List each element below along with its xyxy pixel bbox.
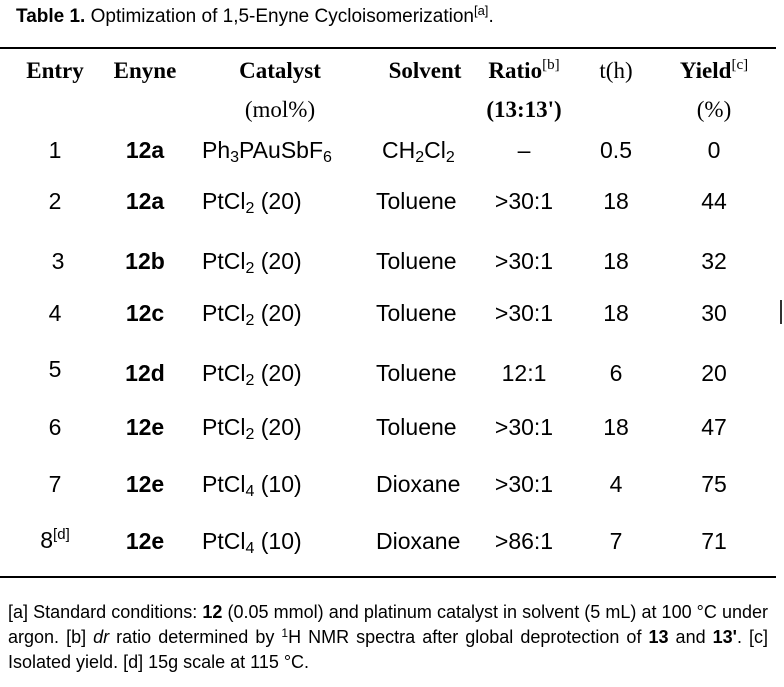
time-cell: 18 [603,188,629,214]
edge-mark [780,300,782,324]
enyne-cell: 12e [125,414,165,440]
entry-cell: 7 [48,471,62,497]
entry-cell: 8[d] [40,527,69,554]
ratio-cell: >30:1 [494,414,554,440]
header-ratio: Ratio[b] [488,58,559,84]
header-yield-mark: [c] [731,57,749,73]
footnote-term: dr [93,627,110,647]
header-ratio-label: Ratio [488,58,543,83]
catalyst-cell: PtCl4 (10) [202,528,302,557]
catalyst-loading: (20) [260,414,302,440]
footnote-compound: 13' [712,627,737,647]
yield-cell: 75 [701,471,727,497]
header-enyne: Enyne [113,58,177,83]
footnote-compound: 12 [202,602,223,622]
enyne-cell: 12b [125,248,165,274]
entry-cell: 6 [48,414,62,440]
yield-cell: 44 [701,188,727,214]
time-cell: 7 [609,528,623,554]
time-cell: 18 [603,300,629,326]
header-yield-unit: (%) [696,97,732,122]
entry-number: 8 [40,527,54,553]
ratio-cell: >30:1 [494,188,554,214]
header-yield: Yield[c] [680,58,748,84]
header-catalyst: Catalyst [239,58,321,83]
caption-footnote-mark: [a] [473,3,489,18]
header-ratio-mark: [b] [542,57,560,73]
catalyst-cell: PtCl2 (20) [202,300,302,329]
catalyst-loading: (20) [260,248,302,274]
top-rule [0,47,776,49]
catalyst-loading: (10) [260,528,302,554]
yield-cell: 0 [707,137,721,163]
enyne-cell: 12d [125,360,165,386]
solvent-cell: Dioxane [376,528,461,554]
bottom-rule [0,576,776,578]
time-cell: 18 [603,414,629,440]
yield-cell: 30 [701,300,727,326]
footnote-text: (0.05 mmol) and platinum catalyst in sol… [8,602,768,647]
enyne-cell: 12a [125,188,165,214]
ratio-cell: >30:1 [494,300,554,326]
catalyst-cell: PtCl2 (20) [202,248,302,277]
table-label: Table 1. [16,6,86,27]
entry-footnote-mark: [d] [53,526,70,543]
table-caption: Table 1. Optimization of 1,5-Enyne Cyclo… [16,3,494,28]
yield-cell: 20 [701,360,727,386]
yield-cell: 47 [701,414,727,440]
solvent-cell: Toluene [376,360,457,386]
time-cell: 4 [609,471,623,497]
solvent-cell: Toluene [376,188,457,214]
yield-cell: 71 [701,528,727,554]
yield-cell: 32 [701,248,727,274]
entry-cell: 1 [48,137,62,163]
enyne-cell: 12e [125,471,165,497]
footnote-text: [a] Standard conditions: [8,602,203,622]
time-cell: 18 [603,248,629,274]
entry-cell: 5 [48,356,62,382]
catalyst-loading: (20) [260,300,302,326]
solvent-cell: Toluene [376,248,457,274]
header-entry: Entry [26,58,84,83]
catalyst-cell: PtCl2 (20) [202,188,302,217]
header-yield-label: Yield [679,58,732,83]
solvent-cell: CH2Cl2 [382,137,455,166]
ratio-cell: >30:1 [494,471,554,497]
header-catalyst-unit: (mol%) [244,97,316,122]
footnote-compound: 13 [648,627,669,647]
entry-cell: 3 [51,248,65,274]
solvent-cell: Toluene [376,300,457,326]
ratio-cell: >86:1 [494,528,554,554]
footnote-text: H NMR spectra after global deprotection … [288,627,649,647]
catalyst-loading: (20) [260,188,302,214]
ratio-cell: >30:1 [494,248,554,274]
enyne-cell: 12a [125,137,165,163]
catalyst-cell: Ph3PAuSbF6 [202,137,332,166]
footnote-text: ratio determined by [109,627,282,647]
entry-cell: 2 [48,188,62,214]
solvent-cell: Toluene [376,414,457,440]
catalyst-cell: PtCl2 (20) [202,414,302,443]
enyne-cell: 12c [125,300,165,326]
header-ratio-sub: (13:13') [486,97,562,122]
table-footnote: [a] Standard conditions: 12 (0.05 mmol) … [8,600,768,675]
ratio-cell: – [517,137,531,163]
catalyst-loading: (20) [260,360,302,386]
entry-cell: 4 [48,300,62,326]
enyne-cell: 12e [125,528,165,554]
ratio-cell: 12:1 [501,360,547,386]
catalyst-cell: PtCl2 (20) [202,360,302,389]
solvent-cell: Dioxane [376,471,461,497]
time-cell: 0.5 [600,137,632,163]
footnote-text: . [c] Isolated yield. [d] 15g scale at 1… [8,627,768,672]
header-solvent: Solvent [388,58,462,83]
footnote-text: and [668,627,713,647]
time-cell: 6 [609,360,623,386]
caption-text: Optimization of 1,5-Enyne Cycloisomeriza… [90,6,474,27]
catalyst-loading: (10) [260,471,302,497]
caption-end: . [488,6,494,27]
footnote-isotope: 1 [281,626,289,640]
catalyst-cell: PtCl4 (10) [202,471,302,500]
header-time: t(h) [599,58,633,83]
